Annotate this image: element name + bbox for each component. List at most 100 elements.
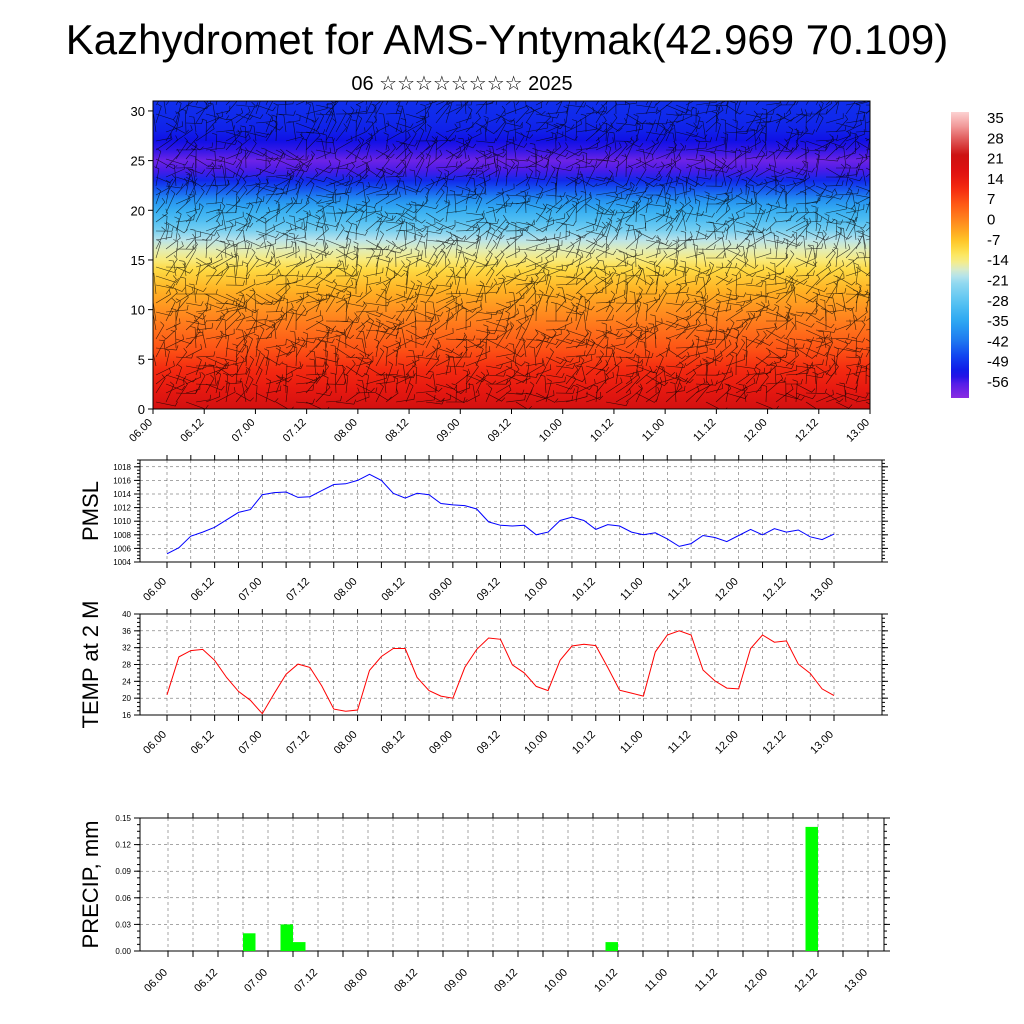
wind-barb — [275, 376, 282, 394]
wind-barb — [755, 322, 777, 331]
wind-barb — [265, 203, 281, 214]
wind-barb — [405, 302, 416, 322]
wind-barb — [603, 335, 609, 358]
wind-barb — [765, 282, 787, 295]
section-x-tick-label: 09.12 — [486, 417, 514, 445]
wind-barb — [518, 339, 527, 358]
wind-barb — [555, 221, 577, 227]
wind-barb — [155, 148, 162, 169]
wind-barb — [175, 178, 188, 196]
wind-barb — [635, 194, 654, 200]
wind-barb — [365, 132, 373, 151]
wind-barb — [225, 127, 242, 142]
wind-barb — [495, 370, 516, 385]
wind-barb — [515, 263, 537, 277]
wind-barb — [615, 264, 633, 277]
wind-barb — [761, 108, 768, 133]
wind-barb — [785, 174, 806, 180]
wind-barb — [464, 101, 467, 115]
wind-barb — [295, 160, 304, 178]
wind-barb — [580, 190, 587, 214]
wind-barb — [253, 333, 259, 358]
wind-barb — [735, 297, 752, 313]
wind-barb — [425, 311, 444, 317]
wind-barb — [825, 228, 842, 241]
panel-x-tick-label: 07.00 — [236, 729, 264, 757]
wind-barb — [408, 350, 417, 367]
wind-barb — [325, 280, 338, 304]
wind-barb — [495, 240, 510, 259]
wind-barb — [315, 160, 332, 178]
wind-barb — [207, 165, 217, 187]
wind-barb — [576, 366, 587, 385]
wind-barb — [625, 373, 641, 394]
wind-barb — [345, 106, 355, 124]
wind-barb — [833, 275, 839, 295]
wind-barb — [815, 182, 827, 205]
wind-barb — [550, 132, 557, 151]
wind-barb — [405, 329, 427, 340]
wind-barb — [800, 191, 807, 214]
wind-barb — [615, 182, 632, 196]
wind-barb — [855, 153, 868, 169]
wind-barb — [765, 266, 784, 276]
wind-barb — [855, 398, 870, 403]
wind-barb — [725, 342, 739, 358]
wind-barb — [575, 292, 582, 313]
wind-barb — [745, 123, 763, 142]
wind-barb — [545, 356, 564, 364]
wind-barb — [565, 194, 583, 201]
wind-barb — [675, 196, 691, 214]
wind-barb — [760, 131, 767, 151]
wind-barb — [235, 327, 256, 340]
wind-barb — [425, 101, 440, 106]
wind-barb — [805, 289, 821, 304]
wind-barb — [784, 306, 790, 331]
wind-barb — [665, 192, 671, 214]
wind-barb — [435, 231, 453, 250]
wind-barb — [735, 257, 759, 269]
wind-barb — [435, 101, 449, 115]
wind-barb — [475, 148, 491, 160]
wind-barb — [725, 305, 743, 322]
wind-barb — [775, 284, 794, 304]
wind-barb — [821, 308, 827, 330]
wind-barb — [725, 272, 742, 286]
wind-barb — [265, 153, 286, 160]
wind-barb — [255, 392, 279, 403]
wind-barb — [445, 160, 463, 178]
wind-barb — [685, 293, 707, 299]
panel-y-tick-label: 1018 — [113, 463, 131, 472]
wind-barb — [237, 329, 247, 349]
wind-barb — [635, 365, 653, 385]
wind-barb — [508, 291, 517, 313]
panel-x-tick-label: 11.12 — [666, 576, 693, 603]
wind-barb — [425, 285, 436, 304]
wind-barb — [235, 310, 253, 322]
wind-barb — [585, 356, 602, 376]
wind-barb — [634, 229, 640, 250]
wind-barb — [645, 119, 668, 125]
wind-barb — [535, 117, 554, 124]
wind-barb — [803, 160, 809, 178]
wind-barb — [238, 294, 247, 313]
wind-barb — [275, 347, 293, 356]
wind-barb — [265, 216, 285, 232]
wind-barb — [365, 276, 381, 286]
wind-barb — [425, 172, 446, 187]
wind-barb — [179, 260, 187, 277]
wind-barb — [655, 109, 662, 133]
wind-barb — [765, 377, 786, 385]
wind-barb — [845, 176, 863, 182]
wind-barb — [415, 231, 423, 250]
wind-barb — [775, 363, 794, 369]
wind-barb — [735, 319, 748, 340]
wind-barb — [515, 245, 538, 251]
wind-barb — [355, 164, 370, 187]
wind-barb — [595, 373, 609, 394]
panel-x-tick-label: 10.00 — [542, 967, 570, 995]
wind-barb — [755, 109, 775, 115]
wind-barb — [725, 292, 747, 298]
wind-barb — [375, 212, 397, 221]
wind-barb — [195, 303, 209, 322]
